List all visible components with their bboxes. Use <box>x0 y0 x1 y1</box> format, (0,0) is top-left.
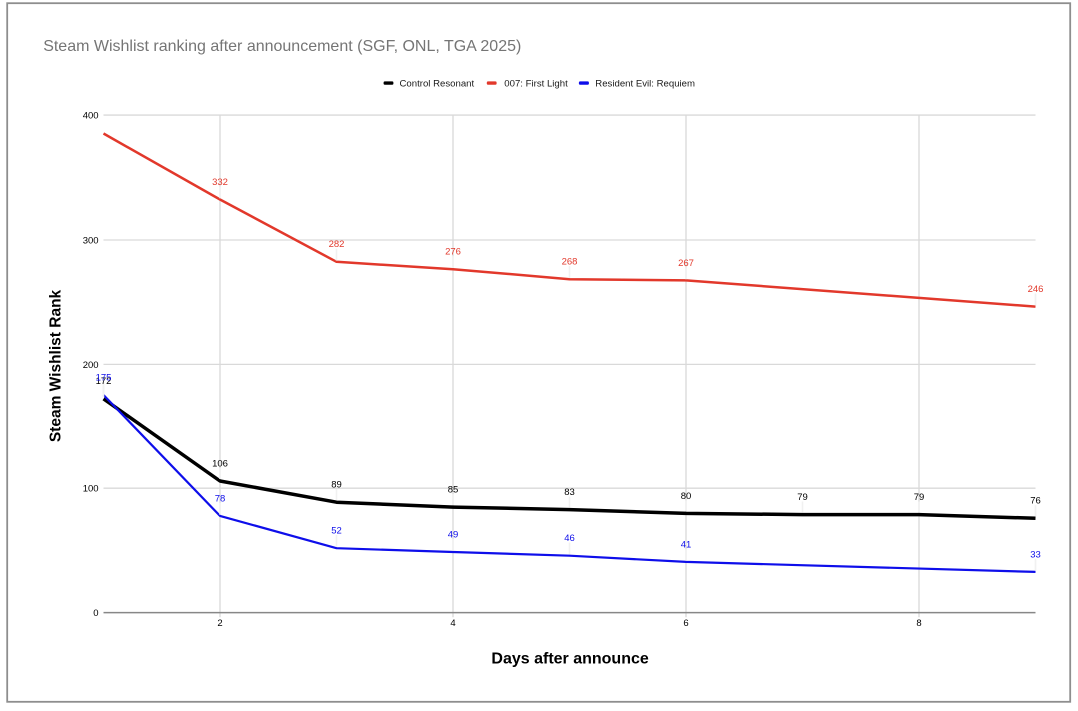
svg-text:268: 268 <box>562 257 578 268</box>
svg-text:400: 400 <box>83 110 99 121</box>
svg-text:33: 33 <box>1030 549 1041 560</box>
svg-text:Resident Evil: Requiem: Resident Evil: Requiem <box>595 79 695 90</box>
svg-text:007: First Light: 007: First Light <box>504 79 568 90</box>
svg-text:4: 4 <box>450 618 455 629</box>
svg-text:79: 79 <box>797 492 808 503</box>
svg-text:76: 76 <box>1030 496 1041 507</box>
svg-text:282: 282 <box>329 239 345 250</box>
svg-text:106: 106 <box>212 458 228 469</box>
svg-text:175: 175 <box>96 372 112 383</box>
svg-text:246: 246 <box>1028 284 1044 295</box>
svg-text:267: 267 <box>678 258 694 269</box>
svg-text:85: 85 <box>448 485 459 496</box>
svg-text:46: 46 <box>564 533 575 544</box>
svg-text:78: 78 <box>215 493 226 504</box>
svg-text:172: 172 <box>96 376 112 387</box>
svg-text:41: 41 <box>681 539 692 550</box>
svg-text:Steam Wishlist ranking after a: Steam Wishlist ranking after announcemen… <box>43 38 521 55</box>
svg-text:Steam Wishlist Rank: Steam Wishlist Rank <box>48 289 65 442</box>
svg-text:80: 80 <box>681 491 692 502</box>
svg-text:6: 6 <box>683 618 688 629</box>
svg-text:Control Resonant: Control Resonant <box>400 79 475 90</box>
svg-text:2: 2 <box>217 618 222 629</box>
svg-text:83: 83 <box>564 487 575 498</box>
svg-text:89: 89 <box>331 480 342 491</box>
svg-text:300: 300 <box>83 235 99 246</box>
svg-text:0: 0 <box>93 608 98 619</box>
svg-text:332: 332 <box>212 177 228 188</box>
svg-text:100: 100 <box>83 484 99 495</box>
svg-text:Days after announce: Days after announce <box>491 650 648 667</box>
svg-text:49: 49 <box>448 529 459 540</box>
svg-text:79: 79 <box>914 492 925 503</box>
svg-text:276: 276 <box>445 247 461 258</box>
svg-text:200: 200 <box>83 360 99 371</box>
svg-text:8: 8 <box>916 618 921 629</box>
svg-text:52: 52 <box>331 526 342 537</box>
